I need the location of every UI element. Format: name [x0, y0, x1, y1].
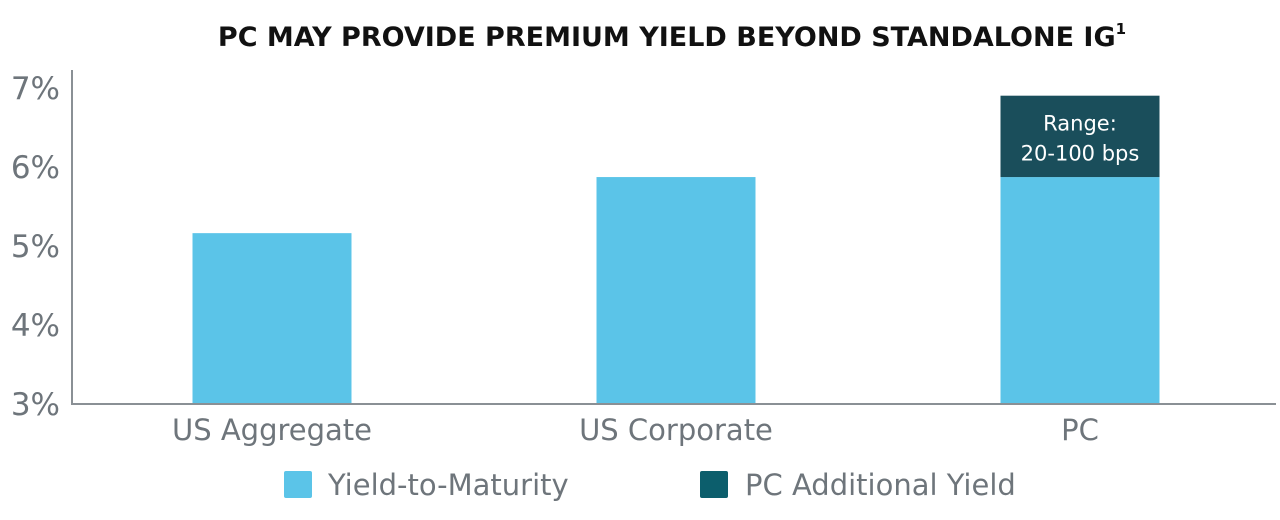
y-tick-label: 6%: [11, 150, 60, 186]
bar-yield-to-maturity-pc: [1000, 177, 1160, 403]
x-category-label: US Corporate: [579, 413, 773, 447]
y-tick-label: 4%: [11, 308, 60, 344]
y-tick-label: 7%: [11, 71, 60, 107]
legend-label: Yield-to-Maturity: [327, 468, 569, 502]
legend-swatch: [284, 471, 312, 498]
bar-yield-to-maturity-us-aggregate: [192, 233, 352, 403]
range-annotation-line: Range:: [1043, 111, 1117, 135]
legend-swatch: [700, 471, 728, 498]
chart-title: PC MAY PROVIDE PREMIUM YIELD BEYOND STAN…: [218, 20, 1126, 53]
range-annotation-line: 20-100 bps: [1021, 141, 1140, 165]
title-superscript: 1: [1116, 20, 1126, 38]
bar-pc-additional-yield-pc: [1000, 95, 1160, 178]
x-category-label: US Aggregate: [172, 413, 372, 447]
y-tick-label: 5%: [11, 229, 60, 265]
y-tick-label: 3%: [11, 387, 60, 423]
x-category-label: PC: [1061, 413, 1099, 447]
legend-label: PC Additional Yield: [745, 468, 1016, 502]
bar-yield-to-maturity-us-corporate: [596, 177, 756, 403]
